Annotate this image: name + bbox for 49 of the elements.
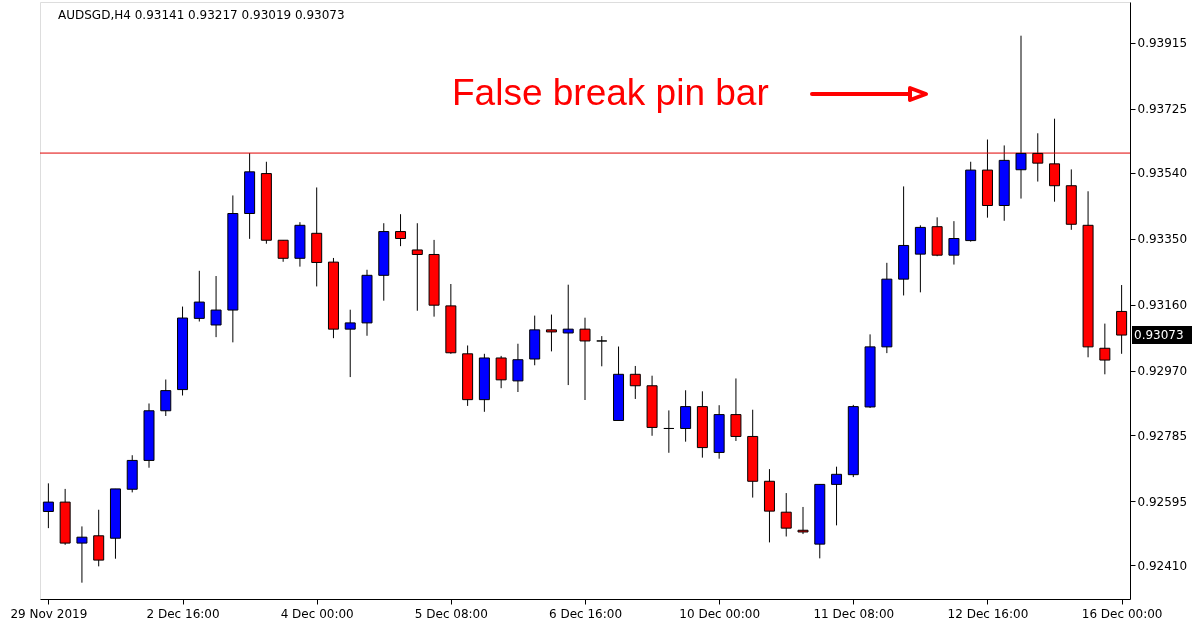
x-tick-label: 2 Dec 16:00 <box>146 606 220 621</box>
candlestick <box>663 409 675 454</box>
candlestick <box>596 335 608 367</box>
x-tick-label: 10 Dec 00:00 <box>679 606 761 621</box>
candlestick <box>1015 35 1027 200</box>
y-tick-label: 0.93725 <box>1137 102 1188 117</box>
candlestick <box>42 482 54 529</box>
x-tick-label: 12 Dec 16:00 <box>947 606 1029 621</box>
x-tick-label: 11 Dec 08:00 <box>813 606 895 621</box>
candlestick <box>277 239 289 263</box>
candlestick <box>76 525 88 584</box>
y-tick-label: 0.92970 <box>1137 364 1188 379</box>
y-tick-label: 0.92785 <box>1137 428 1188 443</box>
y-tick-label: 0.93915 <box>1137 36 1188 51</box>
x-tick-label: 16 Dec 00:00 <box>1081 606 1163 621</box>
candlestick <box>344 309 356 378</box>
y-tick-label: 0.93350 <box>1137 232 1188 247</box>
candlestick <box>193 270 205 323</box>
candlestick <box>1099 323 1111 375</box>
candlestick <box>512 343 524 393</box>
x-tick-label: 5 Dec 08:00 <box>414 606 488 621</box>
annotation: False break pin bar <box>452 72 769 113</box>
y-tick-label: 0.92595 <box>1137 494 1188 509</box>
candlestick <box>1049 118 1061 203</box>
candlestick <box>1032 132 1044 183</box>
x-tick-label: 29 Nov 2019 <box>10 606 88 621</box>
y-tick-label: 0.93540 <box>1137 166 1188 181</box>
candlestick <box>1116 284 1128 355</box>
candlestick <box>579 317 591 401</box>
candlestick <box>831 466 843 526</box>
candlestick <box>545 314 557 352</box>
candlestick <box>495 355 507 389</box>
y-tick-label: 0.92410 <box>1137 558 1188 573</box>
x-tick-label: 6 Dec 16:00 <box>548 606 623 621</box>
x-tick-label: 4 Dec 00:00 <box>280 606 354 621</box>
candlestick <box>562 284 574 386</box>
candlestick <box>395 213 407 247</box>
candlestick <box>210 275 222 338</box>
candlestick <box>411 222 423 312</box>
candlestick <box>160 379 172 417</box>
text: 0.93073 <box>1134 328 1184 343</box>
candlestick <box>797 506 809 535</box>
candlestick <box>780 492 792 537</box>
y-tick-label: 0.93160 <box>1137 298 1188 313</box>
text: AUDSGD,H4 0.93141 0.93217 0.93019 0.93073 <box>58 8 345 22</box>
candlestick <box>730 377 742 442</box>
candlestick <box>948 220 960 266</box>
candlestick <box>680 389 692 443</box>
candlestick <box>629 365 641 400</box>
